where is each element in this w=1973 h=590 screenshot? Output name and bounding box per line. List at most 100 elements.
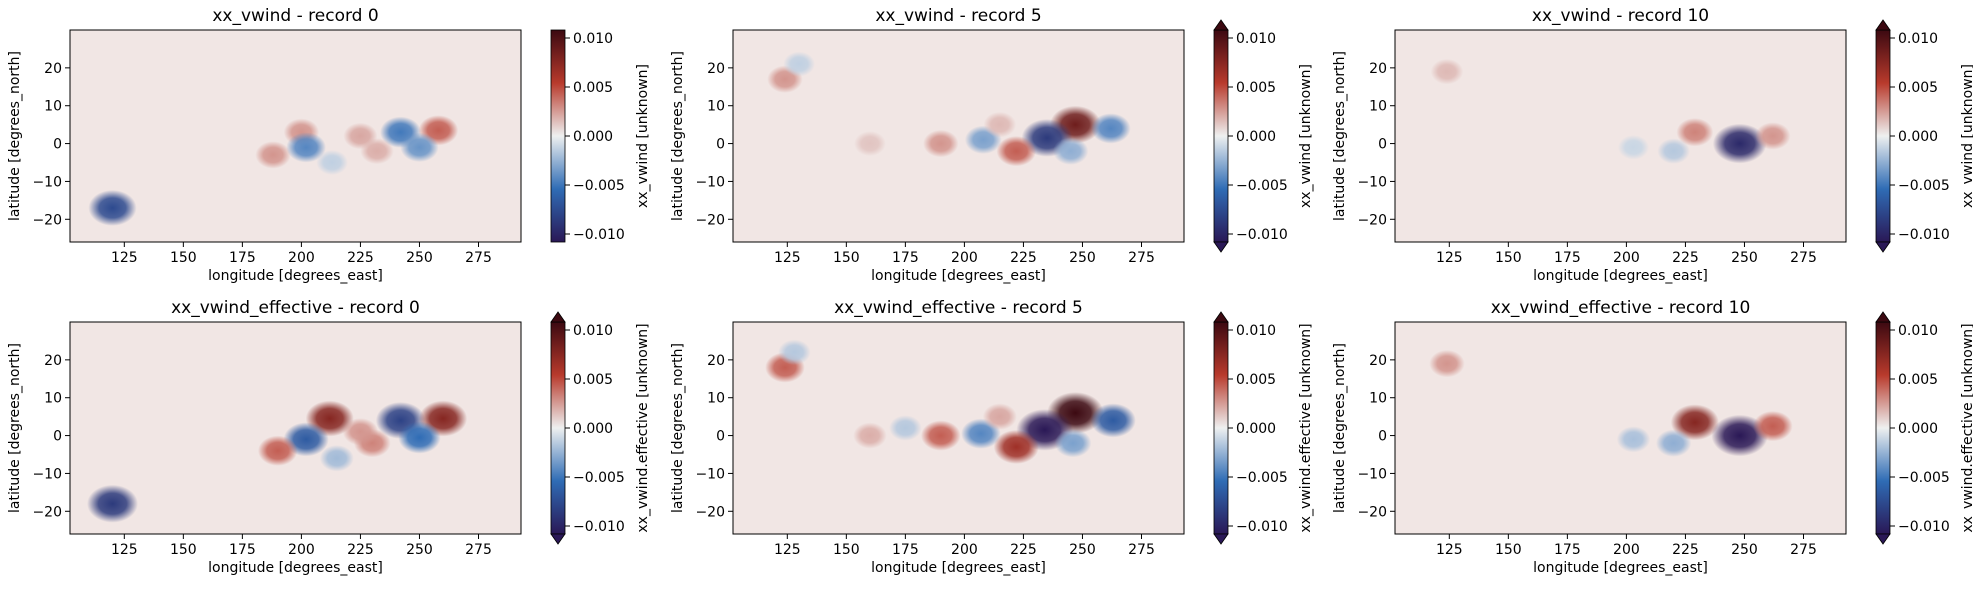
colorbar-tick-label: 0.005: [573, 80, 613, 96]
x-tick-label: 200: [951, 542, 978, 558]
y-axis-label: latitude [degrees_north]: [670, 343, 686, 513]
x-tick-label: 250: [1069, 250, 1096, 266]
colorbar-tick-label: −0.005: [1236, 470, 1288, 486]
axes-frame: [69, 29, 522, 243]
x-tick-label: 150: [833, 250, 860, 266]
y-tick-label: −10: [32, 174, 62, 190]
x-tick-label: 125: [1436, 542, 1463, 558]
y-tick-label: 20: [44, 353, 62, 369]
axes-frame: [732, 29, 1185, 243]
anomaly-blob: [1052, 137, 1089, 165]
x-tick-label: 200: [1613, 250, 1640, 266]
x-tick-label: 150: [1495, 542, 1522, 558]
y-tick-label: 10: [44, 99, 62, 115]
anomaly-blob: [1712, 123, 1767, 164]
anomaly-blob: [889, 415, 922, 441]
y-tick-label: 10: [1369, 391, 1387, 407]
x-tick-label: 225: [347, 250, 374, 266]
x-axis-label: longitude [degrees_east]: [208, 268, 383, 284]
anomaly-blob: [1670, 404, 1719, 441]
colorbar-tick-label: 0.005: [1898, 80, 1938, 96]
x-tick-label: 175: [892, 250, 919, 266]
y-tick-label: 10: [44, 391, 62, 407]
anomaly-blob: [1655, 429, 1692, 457]
y-axis-label: latitude [degrees_north]: [7, 51, 23, 221]
colorbar-tick-label: 0.010: [1236, 31, 1276, 47]
x-tick-label: 150: [1495, 250, 1522, 266]
x-tick-label: 125: [1436, 250, 1463, 266]
colorbar-tick-label: 0.010: [573, 31, 613, 47]
x-axis-label: longitude [degrees_east]: [871, 560, 1046, 576]
field-anomalies: [87, 400, 468, 523]
anomaly-blob: [1054, 428, 1092, 458]
x-tick-label: 175: [1554, 250, 1581, 266]
colorbar-gradient: [1876, 30, 1890, 242]
colorbar-tick-label: 0.000: [573, 421, 613, 437]
x-tick-label: 275: [1790, 542, 1817, 558]
anomaly-blob: [342, 418, 379, 446]
anomaly-blob: [996, 136, 1037, 167]
colorbar: 0.010 0.005 0.000 −0.005 −0.010 xx_vwind [unk…: [1213, 19, 1314, 253]
anomaly-blob: [1430, 58, 1464, 85]
anomaly-blob: [982, 403, 1017, 430]
colorbar-label: xx_vwind.effective [unknown]: [1960, 323, 1973, 532]
x-tick-label: 250: [1731, 542, 1758, 558]
y-tick-label: 10: [707, 391, 725, 407]
field-anomalies: [1429, 349, 1793, 457]
colorbar-extend-min: [550, 533, 566, 545]
anomaly-blob: [400, 132, 439, 163]
x-axis-label: longitude [degrees_east]: [871, 268, 1046, 284]
anomaly-blob: [778, 339, 811, 366]
colorbar-extend-min: [1875, 533, 1891, 545]
y-tick-label: −10: [1357, 466, 1387, 482]
y-tick-label: −10: [1357, 174, 1387, 190]
panel-title: xx_vwind - record 10: [1532, 6, 1709, 26]
colorbar-label: xx_vwind [unknown]: [635, 64, 651, 208]
colorbar-tick-label: −0.005: [573, 178, 625, 194]
colorbar-label: xx_vwind [unknown]: [1960, 64, 1973, 208]
y-tick-label: 0: [1378, 429, 1387, 445]
anomaly-blob: [920, 420, 961, 451]
anomaly-blob: [1657, 138, 1690, 164]
y-tick-label: 20: [1369, 61, 1387, 77]
field-anomalies: [767, 51, 1131, 167]
anomaly-blob: [1090, 113, 1131, 144]
axes-frame: [732, 321, 1185, 535]
x-tick-label: 125: [111, 250, 138, 266]
x-tick-label: 125: [774, 250, 801, 266]
x-tick-label: 150: [833, 542, 860, 558]
x-tick-label: 200: [1613, 542, 1640, 558]
x-tick-label: 175: [229, 542, 256, 558]
anomaly-blob: [1090, 403, 1136, 438]
y-tick-label: −10: [695, 174, 725, 190]
anomaly-blob: [983, 111, 1017, 138]
y-tick-label: 10: [707, 99, 725, 115]
colorbar-tick-label: −0.005: [1236, 178, 1288, 194]
colorbar-tick-label: −0.010: [573, 519, 625, 535]
colorbar-extend-min: [1213, 533, 1229, 545]
colorbar-tick-label: 0.010: [1898, 31, 1938, 47]
y-tick-label: −20: [1357, 212, 1387, 228]
anomaly-blob: [1676, 118, 1714, 147]
x-tick-label: 225: [1010, 542, 1037, 558]
x-tick-label: 250: [406, 250, 433, 266]
colorbar: 0.010 0.005 0.000 −0.005 −0.010 xx_vwind [unk…: [550, 29, 651, 243]
y-tick-label: 20: [707, 61, 725, 77]
colorbar-tick-label: 0.010: [1898, 323, 1938, 339]
field-anomalies: [765, 339, 1136, 464]
colorbar-tick-label: −0.010: [1898, 227, 1950, 243]
x-tick-label: 225: [1672, 542, 1699, 558]
x-tick-label: 200: [288, 250, 315, 266]
anomaly-blob: [88, 189, 137, 226]
colorbar-extend-max: [550, 311, 566, 323]
y-axis-label: latitude [degrees_north]: [7, 343, 23, 513]
x-tick-label: 250: [1069, 542, 1096, 558]
colorbar-tick-label: 0.000: [1236, 421, 1276, 437]
colorbar-tick-label: −0.005: [573, 470, 625, 486]
x-tick-label: 125: [111, 542, 138, 558]
axes-frame: [1394, 29, 1847, 243]
colorbar-tick-label: −0.010: [1236, 227, 1288, 243]
colorbar-tick-label: −0.010: [1236, 519, 1288, 535]
